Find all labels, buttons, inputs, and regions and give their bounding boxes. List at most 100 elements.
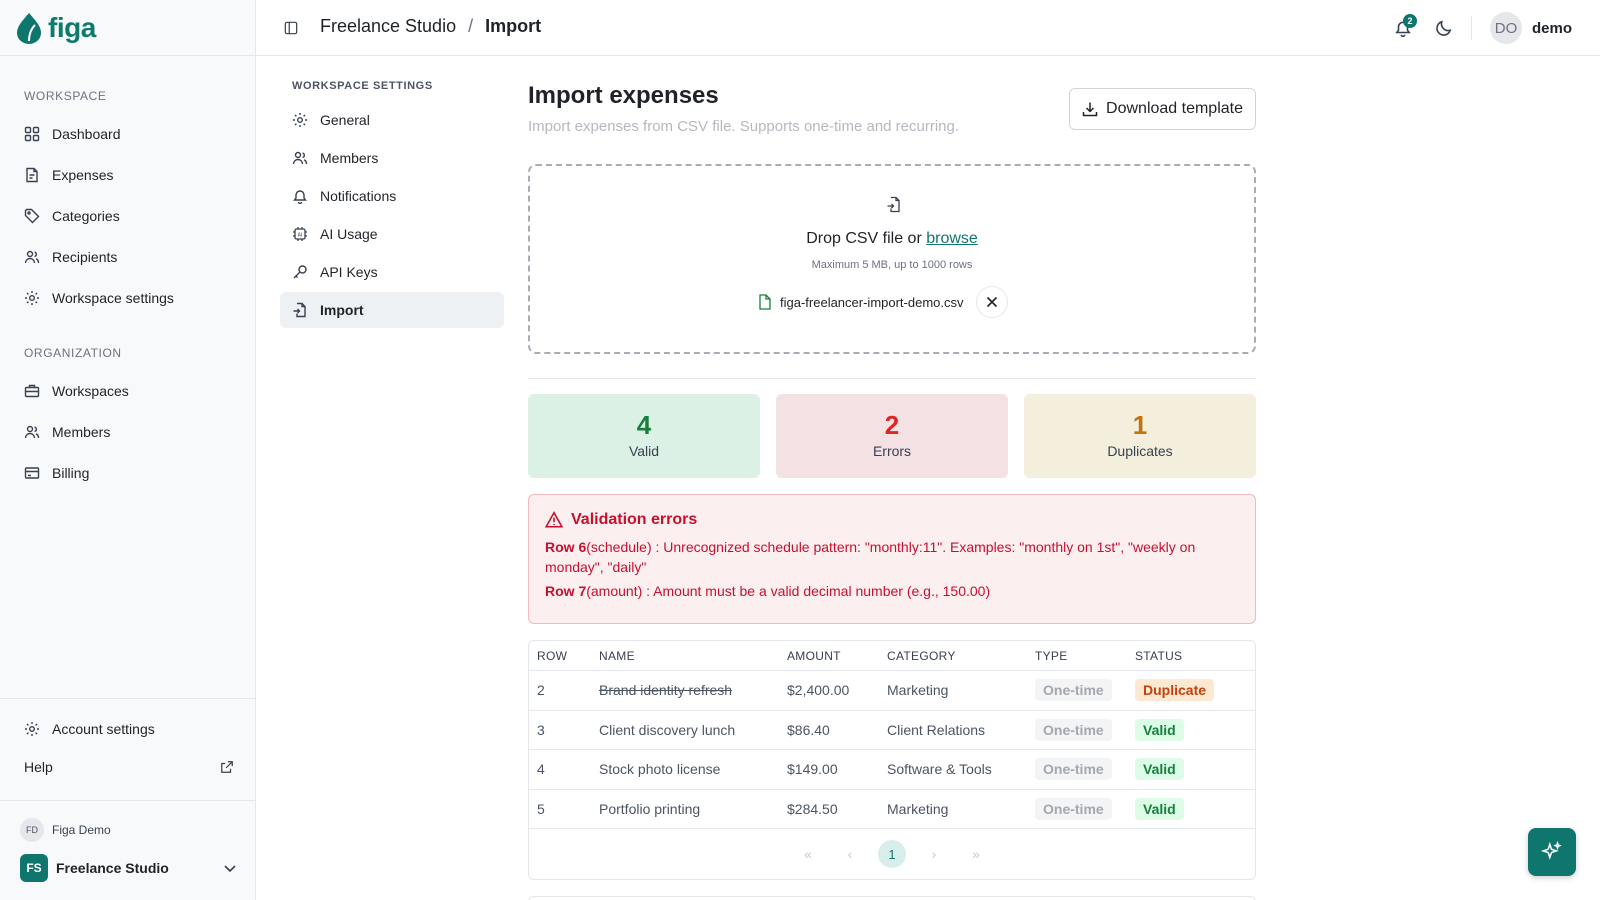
- validation-error-item: Row 6(schedule) : Unrecognized schedule …: [545, 537, 1239, 577]
- sidebar-item-label: Workspaces: [52, 383, 129, 399]
- settings-item-general[interactable]: General: [280, 102, 504, 138]
- sidebar-item-categories[interactable]: Categories: [24, 200, 120, 232]
- csv-dropzone[interactable]: Drop CSV file or browse Maximum 5 MB, up…: [528, 164, 1256, 354]
- breadcrumb: Freelance Studio / Import: [320, 16, 541, 37]
- account-settings-link[interactable]: Account settings: [24, 713, 155, 745]
- sidebar-item-dashboard[interactable]: Dashboard: [24, 118, 121, 150]
- tag-icon: [24, 208, 40, 224]
- download-icon: [1082, 102, 1098, 117]
- sparkles-icon: [1541, 841, 1562, 860]
- expense-category: Software & Tools: [887, 761, 992, 778]
- status-badge: Valid: [1135, 797, 1184, 820]
- type-badge: One-time: [1035, 758, 1112, 781]
- settings-item-notifications[interactable]: Notifications: [280, 178, 504, 214]
- selected-file: figa-freelancer-import-demo.csv: [758, 286, 1008, 318]
- valid-label: Valid: [628, 443, 660, 459]
- expense-category: Marketing: [887, 682, 949, 699]
- last-page-button[interactable]: »: [972, 846, 980, 862]
- column-header: STATUS: [1135, 648, 1183, 663]
- table-header-row: ROW NAME AMOUNT CATEGORY TYPE STATUS: [529, 641, 1255, 671]
- download-template-label: Download template: [1106, 100, 1243, 117]
- table-row: 5 Portfolio printing $284.50 Marketing O…: [529, 790, 1255, 829]
- leaf-logo-icon: [17, 13, 41, 44]
- dropzone-text: Drop CSV file or browse: [530, 230, 1254, 248]
- receipt-icon: [26, 167, 38, 183]
- help-label: Help: [24, 759, 53, 775]
- settings-item-members[interactable]: Members: [280, 140, 504, 176]
- sidebar-item-expenses[interactable]: Expenses: [24, 159, 113, 191]
- ai-assistant-button[interactable]: [1528, 828, 1576, 876]
- help-link[interactable]: Help: [24, 759, 234, 775]
- app-logo[interactable]: figa: [16, 10, 96, 46]
- credit-card-icon: [24, 467, 40, 479]
- download-template-button[interactable]: Download template: [1069, 88, 1256, 130]
- external-link-icon: [221, 761, 233, 773]
- sidebar-item-members[interactable]: Members: [24, 416, 110, 448]
- page-subtitle: Import expenses from CSV file. Supports …: [528, 118, 960, 135]
- current-page[interactable]: 1: [878, 840, 906, 868]
- breadcrumb-parent[interactable]: Freelance Studio: [320, 16, 457, 36]
- workspace-switcher[interactable]: FS Freelance Studio: [20, 852, 238, 884]
- breadcrumb-separator: /: [468, 16, 474, 36]
- sidebar-item-workspaces[interactable]: Workspaces: [24, 375, 129, 407]
- row-number: 2: [537, 682, 545, 699]
- remove-file-button[interactable]: [975, 286, 1008, 318]
- sidebar: figa WORKSPACE Dashboard Expenses Catego…: [0, 0, 256, 900]
- header-actions: 2 DO demo: [1389, 12, 1572, 44]
- dropzone-label: Drop CSV file or: [806, 230, 922, 247]
- gear-icon: [25, 291, 39, 305]
- sidebar-item-label: Categories: [52, 208, 120, 224]
- expense-name: Brand identity refresh: [599, 682, 733, 699]
- error-row: Row 6: [545, 539, 587, 555]
- type-badge: One-time: [1035, 718, 1112, 741]
- next-page-button[interactable]: ›: [931, 846, 937, 862]
- workspace-name: Freelance Studio: [56, 860, 169, 876]
- first-page-button[interactable]: «: [804, 846, 812, 862]
- status-badge: Valid: [1135, 758, 1184, 781]
- error-label: Errors: [872, 443, 912, 459]
- chevron-down-icon: [224, 865, 236, 873]
- avatar: DO: [1489, 12, 1522, 44]
- sidebar-item-recipients[interactable]: Recipients: [24, 241, 117, 273]
- briefcase-icon: [24, 384, 40, 398]
- settings-item-ai-usage[interactable]: AI AI Usage: [280, 216, 504, 252]
- error-row: Row 7: [545, 583, 587, 599]
- svg-text:AI: AI: [298, 232, 303, 238]
- column-header: NAME: [599, 648, 635, 663]
- close-icon: [986, 296, 997, 308]
- users-icon: [292, 151, 308, 165]
- error-message: (amount) : Amount must be a valid decima…: [586, 583, 991, 599]
- notifications-button[interactable]: 2: [1389, 12, 1417, 44]
- sidebar-item-workspace-settings[interactable]: Workspace settings: [24, 282, 174, 314]
- error-message: (schedule) : Unrecognized schedule patte…: [545, 539, 1196, 575]
- settings-item-import[interactable]: Import: [280, 292, 504, 328]
- organization-section-label: ORGANIZATION: [24, 346, 122, 360]
- workspace-section-label: WORKSPACE: [24, 89, 107, 103]
- app-name: figa: [48, 12, 96, 43]
- column-header: TYPE: [1035, 648, 1068, 663]
- users-icon: [24, 425, 40, 439]
- expense-category: Marketing: [887, 800, 949, 817]
- browse-link[interactable]: browse: [926, 230, 978, 247]
- sidebar-item-label: Billing: [52, 465, 90, 481]
- valid-count: 4: [636, 410, 652, 440]
- error-count-card: 2 Errors: [776, 394, 1008, 478]
- pagination: « ‹ 1 › »: [529, 829, 1255, 879]
- sidebar-item-label: Dashboard: [52, 126, 121, 142]
- divider: [1470, 16, 1472, 40]
- user-menu[interactable]: DO demo: [1489, 12, 1572, 44]
- current-user[interactable]: FD Figa Demo: [20, 818, 111, 842]
- sidebar-toggle-icon[interactable]: [284, 21, 298, 35]
- validation-error-item: Row 7(amount) : Amount must be a valid d…: [545, 581, 1239, 601]
- error-count: 2: [884, 410, 900, 440]
- file-upload-icon: [887, 196, 900, 213]
- file-icon: [759, 294, 771, 310]
- expense-category: Client Relations: [887, 721, 986, 738]
- settings-item-api-keys[interactable]: API Keys: [280, 254, 504, 290]
- users-icon: [24, 250, 40, 264]
- sidebar-item-billing[interactable]: Billing: [24, 457, 89, 489]
- table-row: 3 Client discovery lunch $86.40 Client R…: [529, 711, 1255, 750]
- moon-icon[interactable]: [1435, 19, 1453, 37]
- validation-errors-alert: Validation errors Row 6(schedule) : Unre…: [528, 494, 1256, 624]
- prev-page-button[interactable]: ‹: [847, 846, 853, 862]
